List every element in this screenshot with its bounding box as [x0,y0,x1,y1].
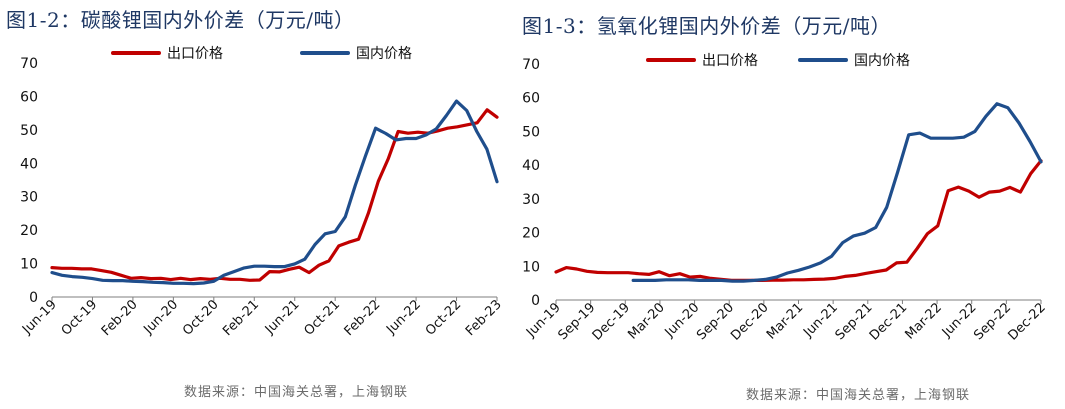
y-tick-label: 10 [20,257,38,273]
x-tick-label: Dec-20 [728,300,771,343]
x-tick-label: Jun-19 [19,297,60,338]
chart-panel-lithium-carbonate: 图1-2：碳酸锂国内外价差（万元/吨） 0 10 20 30 40 50 60 70 Jun-1… [0,0,520,409]
chart-source: 数据来源：中国海关总署，上海钢联 [746,388,971,403]
x-tick-label: Mar-22 [903,300,945,342]
x-tick-label: Dec-21 [867,300,910,343]
y-tick-label: 50 [20,123,38,139]
x-tick-label: Dec-22 [1005,300,1048,343]
y-tick-label: 60 [20,89,38,105]
x-tick-label: Oct-20 [180,297,222,339]
y-tick-label: 10 [522,259,540,275]
y-tick-label: 60 [522,91,540,107]
x-tick-label: Feb-22 [342,297,384,339]
legend-label: 国内价格 [356,46,412,62]
x-tick-label: Mar-20 [625,300,667,342]
y-tick-label: 40 [20,156,38,172]
chart-source: 数据来源：中国海关总署，上海钢联 [184,385,409,400]
y-tick-label: 20 [20,223,38,239]
y-tick-label: 50 [522,124,540,140]
y-tick-label: 40 [522,158,540,174]
x-tick-label: Mar-21 [764,300,806,342]
x-tick-label: Oct-19 [59,297,101,339]
series-line-export-price [50,108,499,282]
chart-panel-lithium-hydroxide: 图1-3：氢氧化锂国内外价差（万元/吨） 0 10 20 30 40 50 60 70 Jun-… [520,0,1065,409]
series-line-domestic-price [50,99,499,286]
y-tick-label: 20 [522,226,540,242]
y-tick-label: 0 [531,293,540,309]
series-line-export-price [554,159,1043,282]
x-tick-label: Jun-20 [141,297,182,338]
y-tick-label: 70 [522,57,540,73]
x-tick-label: Feb-21 [220,297,262,339]
series-line-domestic-price [631,102,1043,283]
y-tick-label: 0 [29,290,38,306]
x-tick-label: Oct-21 [301,297,343,339]
legend-label: 国内价格 [854,53,910,69]
x-tick-label: Jun-21 [262,297,303,338]
x-tick-label: Jun-22 [383,297,424,338]
y-tick-label: 70 [20,56,38,72]
y-tick-label: 30 [522,192,540,208]
legend-label: 出口价格 [702,53,758,69]
x-tick-label: Feb-20 [99,297,141,339]
y-tick-label: 30 [20,190,38,206]
chart-title: 图1-2：碳酸锂国内外价差（万元/吨） [6,8,355,32]
chart-svg-lithium-hydroxide: 010203040506070Jun-19Sep-19Dec-19Mar-20J… [522,53,1049,344]
legend-label: 出口价格 [167,46,223,62]
chart-title: 图1-3：氢氧化锂国内外价差（万元/吨） [522,14,891,38]
x-tick-label: Oct-22 [423,297,465,339]
x-tick-label: Feb-23 [463,297,505,339]
x-tick-label: Dec-19 [590,300,633,343]
